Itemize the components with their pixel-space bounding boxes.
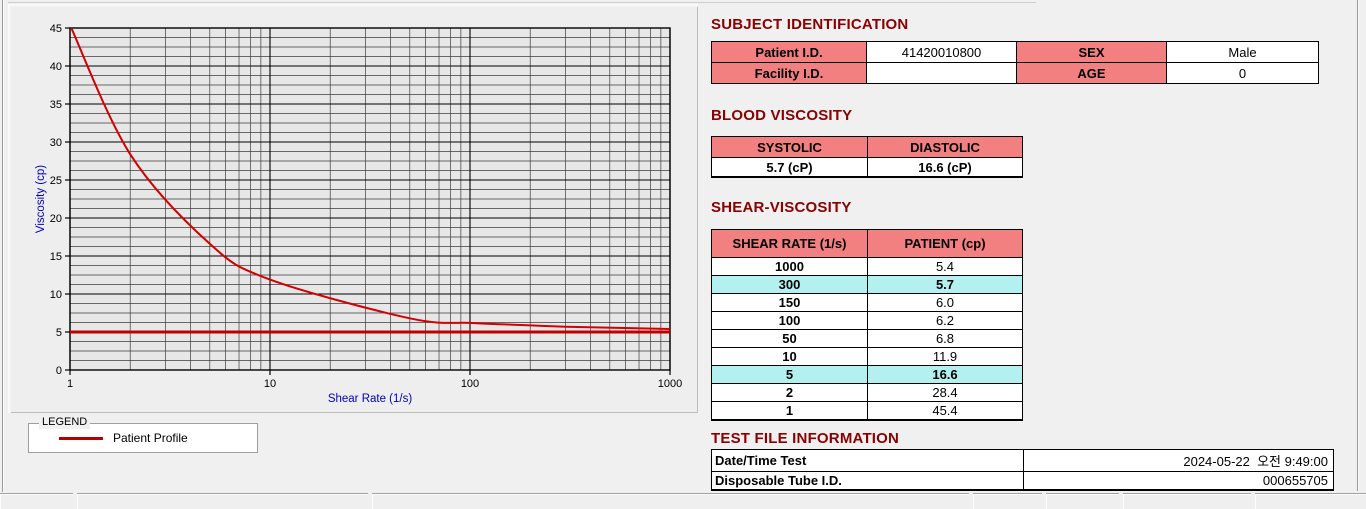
top-divider-line [8, 2, 1036, 3]
table-row: SYSTOLIC DIASTOLIC [711, 136, 1023, 158]
shear-rate-cell: 2 [711, 383, 868, 402]
subject-identification-title: SUBJECT IDENTIFICATION [711, 16, 909, 33]
patient-viscosity-cell: 6.2 [867, 311, 1023, 330]
shear-viscosity-table: SHEAR RATE (1/s) PATIENT (cp) 1000 5.4 300… [711, 229, 1023, 421]
blood-viscosity-title: BLOOD VISCOSITY [711, 107, 853, 124]
shear-viscosity-title: SHEAR-VISCOSITY [711, 199, 852, 216]
date-time-test-value: 2024-05-22 오전 9:49:00 [1023, 449, 1334, 472]
test-file-information-table: Date/Time Test 2024-05-22 오전 9:49:00 Dis… [711, 449, 1334, 491]
shear-row-1: 1 45.4 [711, 401, 1023, 421]
x-axis-label: Shear Rate (1/s) [328, 393, 413, 405]
table-row: Date/Time Test 2024-05-22 오전 9:49:00 [711, 449, 1334, 472]
legend-item-label: Patient Profile [113, 431, 188, 445]
shear-rate-cell: 100 [711, 311, 868, 330]
legend-item: Patient Profile [59, 424, 188, 452]
status-panel-1 [0, 493, 73, 509]
shear-rate-cell: 300 [711, 275, 868, 294]
chart-panel: 0 5 10 15 20 25 30 35 40 45 1 10 100 1000 Shear Rate (… [8, 4, 698, 413]
patient-viscosity-cell: 5.7 [867, 275, 1023, 294]
status-panel-7 [1255, 493, 1366, 509]
y-axis-label: Viscosity (cp) [35, 165, 47, 233]
shear-rate-cell: 10 [711, 347, 868, 366]
x-tick-label: 100 [461, 378, 479, 390]
legend-title: LEGEND [39, 416, 91, 429]
x-tick-label: 10 [264, 378, 276, 390]
patient-viscosity-cell: 6.8 [867, 329, 1023, 348]
shear-row-300: 300 5.7 [711, 275, 1023, 294]
systolic-value: 5.7 (cP) [711, 157, 868, 178]
y-tick-label: 15 [50, 251, 62, 263]
status-panel-6 [1123, 493, 1251, 509]
patient-viscosity-cell: 6.0 [867, 293, 1023, 312]
shear-rate-cell: 1 [711, 401, 868, 421]
patient-viscosity-cell: 11.9 [867, 347, 1023, 366]
sex-value: Male [1166, 41, 1319, 63]
subject-identification-table: Patient I.D. 41420010800 SEX Male Facili… [711, 41, 1319, 84]
x-tick-label: 1 [67, 378, 73, 390]
patient-profile-curve [70, 28, 670, 330]
blood-viscosity-table: SYSTOLIC DIASTOLIC 5.7 (cP) 16.6 (cP) [711, 136, 1023, 178]
facility-id-value [866, 62, 1017, 84]
sex-label: SEX [1016, 41, 1167, 63]
shear-rate-cell: 150 [711, 293, 868, 312]
table-row: Facility I.D. AGE 0 [711, 62, 1319, 84]
shear-row-100: 100 6.2 [711, 311, 1023, 330]
patient-id-label: Patient I.D. [711, 41, 867, 63]
y-tick-label: 35 [50, 99, 62, 111]
patient-profile-line-swatch [59, 436, 103, 440]
plot-frame [69, 27, 671, 371]
table-header-row: SHEAR RATE (1/s) PATIENT (cp) [711, 229, 1023, 258]
legend-box: LEGEND Patient Profile [28, 416, 258, 453]
table-row: 5.7 (cP) 16.6 (cP) [711, 157, 1023, 178]
shear-rate-cell: 5 [711, 365, 868, 384]
shear-rate-cell: 1000 [711, 257, 868, 276]
diastolic-header: DIASTOLIC [867, 136, 1023, 158]
x-tick-label: 1000 [658, 378, 682, 390]
window-right-divider [1357, 0, 1358, 491]
y-tick-label: 10 [50, 289, 62, 301]
shear-viscosity-chart: 0 5 10 15 20 25 30 35 40 45 1 10 100 1000 Shear Rate (… [35, 23, 682, 405]
y-tick-label: 0 [56, 365, 62, 377]
shear-rate-header: SHEAR RATE (1/s) [711, 229, 868, 258]
shear-row-5: 5 16.6 [711, 365, 1023, 384]
age-label: AGE [1016, 62, 1167, 84]
patient-viscosity-cell: 16.6 [867, 365, 1023, 384]
patient-viscosity-cell: 5.4 [867, 257, 1023, 276]
diastolic-value: 16.6 (cP) [867, 157, 1023, 178]
y-tick-label: 45 [50, 23, 62, 35]
status-panel-2 [77, 493, 368, 509]
window-left-edge [2, 0, 3, 492]
y-tick-label: 5 [56, 327, 62, 339]
patient-viscosity-cell: 28.4 [867, 383, 1023, 402]
y-tick-label: 20 [50, 213, 62, 225]
shear-rate-cell: 50 [711, 329, 868, 348]
patient-cp-header: PATIENT (cp) [867, 229, 1023, 258]
y-tick-label: 30 [50, 137, 62, 149]
status-panel-4 [973, 493, 1042, 509]
age-value: 0 [1166, 62, 1319, 84]
y-tick-label: 40 [50, 61, 62, 73]
axes: 0 5 10 15 20 25 30 35 40 45 1 10 100 1000 Shear Rate (… [35, 23, 682, 405]
status-panel-3 [372, 493, 969, 509]
disposable-tube-id-value: 000655705 [1023, 471, 1334, 491]
systolic-header: SYSTOLIC [711, 136, 868, 158]
status-panel-5 [1046, 493, 1119, 509]
shear-row-150: 150 6.0 [711, 293, 1023, 312]
table-row: Disposable Tube I.D. 000655705 [711, 471, 1334, 491]
patient-viscosity-cell: 45.4 [867, 401, 1023, 421]
shear-row-1000: 1000 5.4 [711, 257, 1023, 276]
shear-row-50: 50 6.8 [711, 329, 1023, 348]
shear-row-2: 2 28.4 [711, 383, 1023, 402]
y-tick-label: 25 [50, 175, 62, 187]
disposable-tube-id-label: Disposable Tube I.D. [711, 471, 1024, 491]
table-row: Patient I.D. 41420010800 SEX Male [711, 41, 1319, 63]
facility-id-label: Facility I.D. [711, 62, 867, 84]
shear-row-10: 10 11.9 [711, 347, 1023, 366]
date-time-test-label: Date/Time Test [711, 449, 1024, 472]
patient-id-value: 41420010800 [866, 41, 1017, 63]
grid [69, 27, 671, 371]
test-file-information-title: TEST FILE INFORMATION [711, 430, 900, 447]
